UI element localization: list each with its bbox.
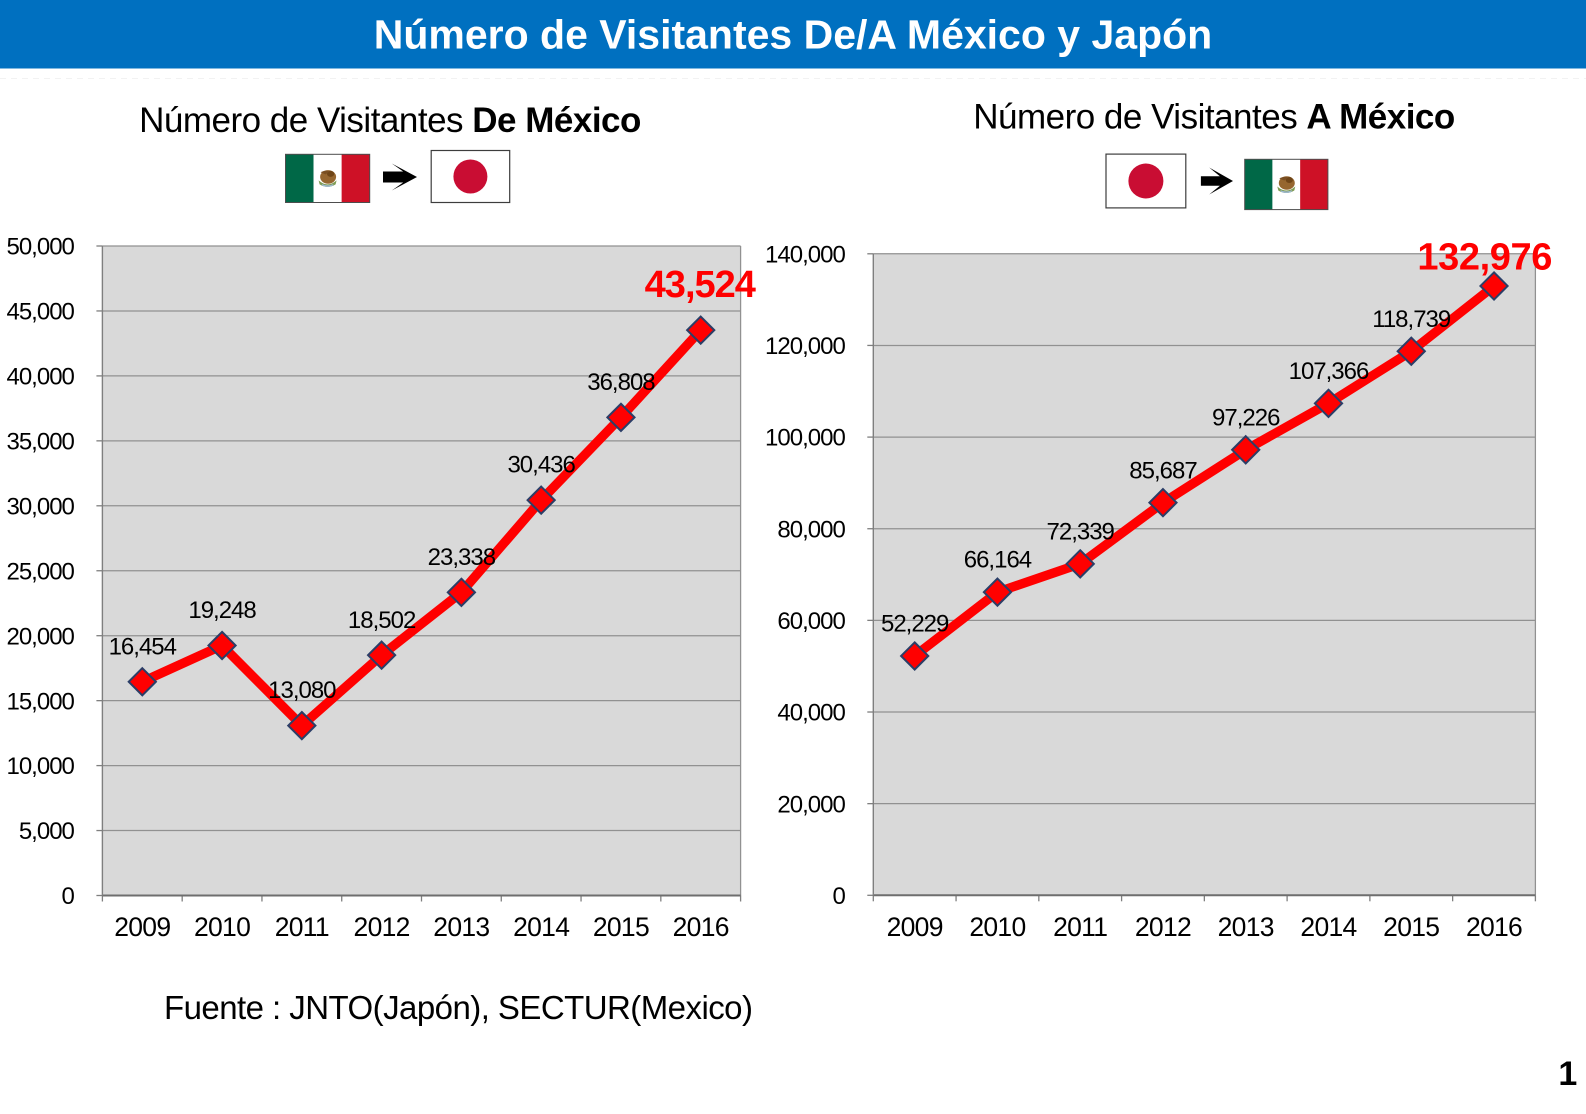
svg-text:120,000: 120,000 (765, 333, 845, 360)
svg-text:1: 1 (1558, 1055, 1577, 1093)
svg-text:50,000: 50,000 (6, 234, 74, 261)
svg-text:2016: 2016 (673, 912, 729, 942)
svg-text:0: 0 (62, 883, 75, 910)
svg-text:107,366: 107,366 (1289, 358, 1369, 385)
svg-text:40,000: 40,000 (6, 364, 74, 391)
svg-text:52,229: 52,229 (881, 611, 949, 638)
svg-text:2014: 2014 (1300, 912, 1356, 942)
svg-text:100,000: 100,000 (765, 425, 845, 452)
svg-text:118,739: 118,739 (1372, 306, 1451, 333)
svg-text:2014: 2014 (513, 912, 569, 942)
svg-text:40,000: 40,000 (777, 700, 845, 727)
svg-text:132,976: 132,976 (1417, 237, 1552, 279)
svg-text:2010: 2010 (194, 912, 250, 942)
svg-text:Fuente : JNTO(Japón), SECTUR(M: Fuente : JNTO(Japón), SECTUR(Mexico) (164, 989, 752, 1026)
svg-text:2012: 2012 (1135, 912, 1191, 942)
svg-text:2013: 2013 (1218, 912, 1274, 942)
svg-text:36,808: 36,808 (587, 369, 655, 396)
svg-text:30,436: 30,436 (507, 452, 575, 479)
svg-text:13,080: 13,080 (268, 677, 336, 704)
svg-text:72,339: 72,339 (1047, 518, 1115, 545)
svg-text:85,687: 85,687 (1129, 457, 1197, 484)
svg-text:2011: 2011 (275, 912, 329, 942)
svg-text:2010: 2010 (969, 912, 1025, 942)
svg-text:20,000: 20,000 (6, 623, 74, 650)
svg-text:66,164: 66,164 (964, 547, 1032, 574)
svg-text:Número de Visitantes De México: Número de Visitantes De México (139, 101, 641, 140)
svg-text:2009: 2009 (887, 912, 943, 942)
svg-text:25,000: 25,000 (6, 558, 74, 585)
svg-text:Número de Visitantes A México: Número de Visitantes A México (973, 98, 1455, 137)
svg-text:18,502: 18,502 (348, 607, 416, 634)
svg-text:35,000: 35,000 (6, 428, 74, 455)
svg-text:97,226: 97,226 (1212, 404, 1280, 431)
svg-text:45,000: 45,000 (6, 299, 74, 326)
svg-text:43,524: 43,524 (645, 264, 756, 306)
svg-text:0: 0 (832, 883, 845, 910)
svg-text:2013: 2013 (433, 912, 489, 942)
svg-text:10,000: 10,000 (6, 753, 74, 780)
svg-text:2016: 2016 (1466, 912, 1522, 942)
svg-text:140,000: 140,000 (765, 241, 845, 268)
svg-text:16,454: 16,454 (109, 633, 177, 660)
svg-text:80,000: 80,000 (777, 516, 845, 543)
svg-text:15,000: 15,000 (6, 688, 74, 715)
svg-text:2015: 2015 (1383, 912, 1439, 942)
svg-text:2011: 2011 (1053, 912, 1107, 942)
svg-text:19,248: 19,248 (188, 597, 256, 624)
svg-text:2012: 2012 (354, 912, 410, 942)
svg-text:2015: 2015 (593, 912, 649, 942)
svg-text:2009: 2009 (114, 912, 170, 942)
svg-text:5,000: 5,000 (19, 818, 75, 845)
svg-text:60,000: 60,000 (777, 608, 845, 635)
svg-text:23,338: 23,338 (428, 544, 496, 571)
svg-text:Número de Visitantes De/A Méxi: Número de Visitantes De/A México y Japón (374, 11, 1212, 57)
svg-text:20,000: 20,000 (777, 791, 845, 818)
svg-text:30,000: 30,000 (6, 493, 74, 520)
